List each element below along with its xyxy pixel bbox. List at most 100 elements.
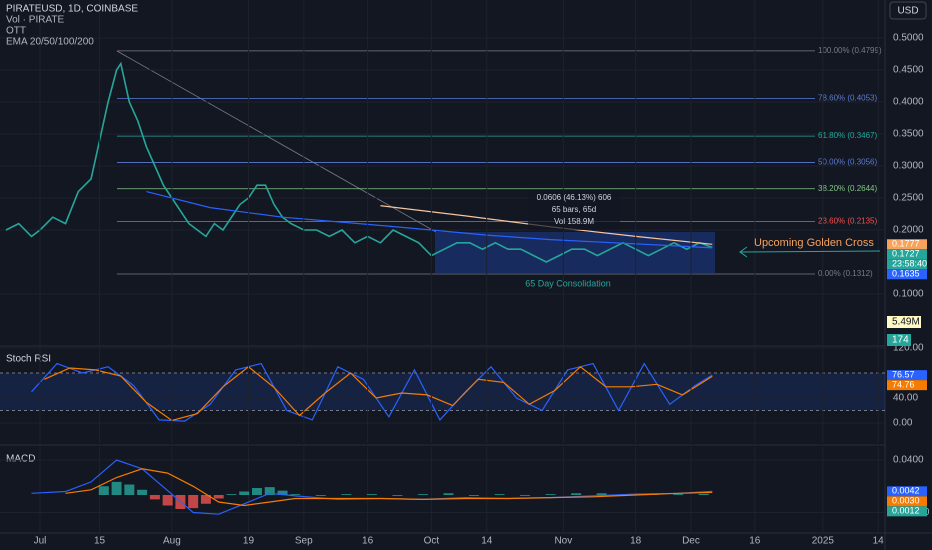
- histogram-bar: [366, 494, 377, 496]
- y-tick-label: 0.4000: [893, 97, 924, 108]
- x-tick-label: Sep: [295, 536, 313, 547]
- y-tick-label: 0.0400: [893, 455, 924, 466]
- x-tick-label: Jul: [34, 536, 47, 547]
- x-tick-label: Dec: [682, 536, 700, 547]
- arrow-head: [739, 246, 748, 258]
- histogram-bar: [251, 488, 262, 496]
- histogram-bar: [226, 494, 237, 496]
- histogram-bar: [124, 484, 135, 496]
- consolidation-box: [435, 232, 715, 273]
- series-line: [65, 468, 713, 507]
- y-tick-label: 0.2500: [893, 193, 924, 204]
- y-tick-label: 120.00: [893, 343, 924, 354]
- x-tick-label: Oct: [424, 536, 440, 547]
- x-tick-label: 14: [873, 536, 885, 547]
- histogram-bar: [290, 494, 301, 496]
- histogram-bar: [239, 491, 250, 496]
- y-tick-label: 0.4500: [893, 65, 924, 76]
- price-label: 0.1727: [892, 249, 920, 259]
- fib-label: 100.00% (0.4799): [818, 46, 882, 55]
- price-label-bg: [887, 370, 927, 381]
- histogram-bar: [264, 487, 275, 496]
- consolidation-label: 65 Day Consolidation: [525, 278, 611, 288]
- indicator-label: Vol · PIRATE: [6, 15, 64, 26]
- y-tick-label: 0.00: [893, 418, 913, 429]
- histogram-bar: [277, 490, 288, 496]
- indicator-label: OTT: [6, 26, 26, 37]
- price-label: 0.0012: [892, 506, 920, 516]
- fib-label: 38.20% (0.2644): [818, 184, 877, 193]
- volume-label: 5.49M: [892, 317, 920, 328]
- band: [0, 373, 885, 411]
- histogram-bar: [188, 495, 199, 509]
- symbol-title: PIRATEUSD, 1D, COINBASE: [6, 4, 138, 15]
- y-tick-label: 0.3000: [893, 161, 924, 172]
- histogram-bar: [315, 495, 326, 496]
- histogram-bar: [137, 489, 148, 496]
- price-label: 74.76: [892, 380, 915, 390]
- x-tick-label: 16: [749, 536, 761, 547]
- series-line: [44, 366, 713, 422]
- histogram-bar: [149, 495, 160, 500]
- histogram-bar: [698, 493, 709, 496]
- series-line: [146, 191, 713, 249]
- pane-title: MACD: [6, 454, 35, 465]
- volume-label-bg: [887, 316, 921, 328]
- histogram-bar: [596, 493, 607, 496]
- measure-box: [528, 190, 620, 230]
- price-label-bg: [887, 239, 927, 250]
- price-label-bg: [887, 496, 927, 507]
- volume-label: 174: [892, 335, 909, 346]
- histogram-bar: [545, 494, 556, 496]
- measure-text: 65 bars, 65d: [552, 205, 596, 214]
- fib-label: 78.60% (0.4053): [818, 94, 877, 103]
- histogram-bar: [98, 486, 109, 496]
- histogram-bar: [417, 494, 428, 496]
- y-tick-label: 0.2000: [893, 225, 924, 236]
- x-tick-label: 2025: [812, 536, 835, 547]
- x-tick-label: 14: [481, 536, 493, 547]
- y-tick-label: 0.1000: [893, 289, 924, 300]
- x-tick-label: 18: [630, 536, 642, 547]
- fib-label: 23.60% (0.2135): [818, 216, 877, 225]
- fib-label: 0.00% (0.1312): [818, 269, 873, 278]
- countdown: 23:58:40: [892, 259, 927, 269]
- volume-label-bg: [887, 334, 911, 346]
- histogram-bar: [111, 481, 122, 496]
- fib-label: 50.00% (0.3056): [818, 158, 877, 167]
- x-tick-label: 15: [94, 536, 106, 547]
- histogram-bar: [443, 493, 454, 496]
- x-tick-label: 19: [243, 536, 255, 547]
- price-label: 0.1635: [892, 269, 920, 279]
- currency-button[interactable]: [889, 1, 927, 20]
- measure-text: Vol 158.9M: [554, 217, 594, 226]
- price-label-bg: [887, 249, 927, 260]
- indicator-label: EMA 20/50/100/200: [6, 37, 94, 48]
- histogram-bar: [494, 494, 505, 496]
- histogram-bar: [468, 495, 479, 496]
- x-tick-label: Aug: [163, 536, 181, 547]
- countdown-bg: [887, 259, 927, 270]
- histogram-bar: [520, 495, 531, 496]
- histogram-bar: [673, 494, 684, 496]
- measure-text: 0.0606 (46.13%) 606: [537, 193, 612, 202]
- histogram-bar: [200, 495, 211, 504]
- y-tick-label: 0.3500: [893, 129, 924, 140]
- histogram-bar: [571, 493, 582, 496]
- histogram-bar: [392, 495, 403, 496]
- y-tick-label: 0.5000: [893, 33, 924, 44]
- histogram-bar: [213, 495, 224, 499]
- currency-label[interactable]: USD: [897, 6, 918, 17]
- histogram-bar: [341, 494, 352, 496]
- pane-title: Stoch RSI: [6, 354, 51, 365]
- price-label: 0.0030: [892, 496, 920, 506]
- price-label-bg: [887, 506, 927, 517]
- x-tick-label: 16: [362, 536, 374, 547]
- price-label-bg: [887, 269, 927, 280]
- y-tick-label: 40.00: [893, 393, 918, 404]
- x-tick-label: Nov: [554, 536, 572, 547]
